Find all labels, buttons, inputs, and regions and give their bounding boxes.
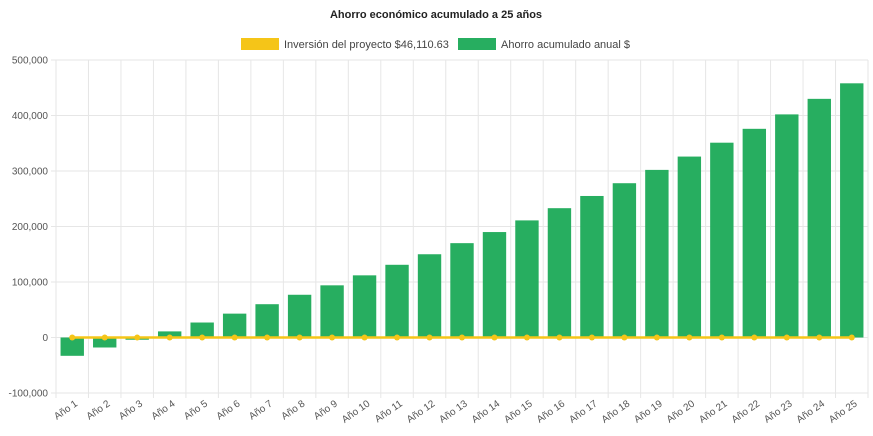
bar-ahorro[interactable]: [645, 169, 669, 338]
legend-label-ahorro[interactable]: Ahorro acumulado anual $: [501, 39, 630, 51]
y-tick-label: 300,000: [12, 167, 49, 178]
x-tick-label: Año 13: [437, 398, 470, 425]
bar-ahorro[interactable]: [840, 83, 864, 338]
bar-ahorro[interactable]: [352, 275, 377, 338]
point-inversion[interactable]: [523, 334, 530, 341]
x-tick-label: Año 4: [150, 398, 178, 422]
x-tick-label: Año 22: [730, 398, 763, 425]
bar-ahorro[interactable]: [742, 128, 767, 338]
x-tick-label: Año 11: [373, 398, 405, 425]
bar-ahorro[interactable]: [287, 294, 312, 338]
x-tick-label: Año 25: [827, 398, 860, 425]
y-tick-label: 200,000: [12, 222, 49, 233]
x-tick-label: Año 19: [632, 398, 665, 425]
x-tick-label: Año 12: [405, 398, 438, 425]
x-tick-label: Año 7: [247, 398, 275, 422]
bar-ahorro[interactable]: [580, 195, 604, 338]
y-tick-label: 400,000: [12, 111, 49, 122]
bar-ahorro[interactable]: [482, 232, 507, 338]
bar-ahorro[interactable]: [677, 156, 702, 338]
bar-ahorro[interactable]: [710, 142, 734, 338]
point-inversion[interactable]: [69, 334, 76, 341]
bars: [60, 83, 864, 356]
point-inversion[interactable]: [653, 334, 660, 341]
point-inversion[interactable]: [621, 334, 628, 341]
investment-line: [69, 334, 855, 341]
point-inversion[interactable]: [686, 334, 693, 341]
bar-ahorro[interactable]: [417, 254, 442, 338]
x-tick-label: Año 3: [117, 398, 145, 422]
x-tick-label: Año 9: [312, 398, 340, 422]
y-tick-label: 0: [42, 333, 48, 344]
y-axis: 500,000 400,000 300,000 200,000 100,000 0 -100…: [9, 56, 49, 400]
y-tick-label: 100,000: [12, 278, 49, 289]
bar-ahorro[interactable]: [385, 264, 409, 338]
point-inversion[interactable]: [459, 334, 465, 341]
point-inversion[interactable]: [426, 334, 433, 341]
point-inversion[interactable]: [361, 334, 368, 341]
x-tick-label: Año 14: [470, 398, 503, 425]
point-inversion[interactable]: [491, 334, 498, 341]
point-inversion[interactable]: [394, 334, 401, 341]
x-tick-label: Año 20: [665, 398, 698, 425]
bar-ahorro[interactable]: [547, 208, 572, 338]
legend-swatch-inversion[interactable]: [241, 38, 279, 50]
x-tick-label: Año 2: [85, 398, 113, 422]
legend-label-inversion[interactable]: Inversión del proyecto $46,110.63: [284, 39, 449, 51]
point-inversion[interactable]: [134, 334, 141, 341]
x-tick-label: Año 16: [535, 398, 568, 425]
bar-ahorro[interactable]: [807, 98, 831, 338]
x-tick-label: Año 15: [502, 398, 535, 425]
point-inversion[interactable]: [264, 334, 271, 341]
x-tick-label: Año 18: [600, 398, 633, 425]
legend-swatch-ahorro[interactable]: [458, 38, 496, 50]
point-inversion[interactable]: [783, 334, 790, 341]
x-tick-label: Año 23: [762, 398, 795, 425]
bar-ahorro[interactable]: [255, 304, 279, 338]
point-inversion[interactable]: [556, 334, 563, 341]
bar-ahorro[interactable]: [450, 243, 474, 338]
point-inversion[interactable]: [199, 334, 206, 341]
x-tick-label: Año 24: [795, 398, 828, 425]
bar-ahorro[interactable]: [222, 313, 247, 338]
point-inversion[interactable]: [816, 334, 823, 341]
x-tick-label: Año 17: [567, 398, 600, 425]
x-tick-label: Año 10: [340, 398, 373, 425]
x-tick-label: Año 5: [182, 398, 210, 422]
x-tick-label: Año 1: [52, 398, 80, 422]
bar-ahorro[interactable]: [190, 322, 214, 338]
point-inversion[interactable]: [751, 334, 758, 341]
bar-ahorro[interactable]: [775, 114, 799, 338]
point-inversion[interactable]: [718, 334, 725, 341]
bar-ahorro[interactable]: [93, 337, 117, 348]
x-tick-label: Año 21: [697, 398, 730, 425]
point-inversion[interactable]: [296, 334, 303, 341]
y-tick-label: -100,000: [9, 389, 49, 400]
x-tick-label: Año 8: [280, 398, 308, 422]
point-inversion[interactable]: [166, 334, 173, 341]
bar-ahorro[interactable]: [515, 220, 539, 338]
y-tick-label: 500,000: [12, 56, 49, 67]
point-inversion[interactable]: [848, 334, 855, 341]
bar-ahorro[interactable]: [612, 183, 637, 338]
x-axis: Año 1 Año 2 Año 3 Año 4 Año 5 Año 6 Año 7 Año 8…: [52, 398, 860, 425]
point-inversion[interactable]: [329, 334, 336, 341]
bar-ahorro[interactable]: [157, 331, 182, 338]
point-inversion[interactable]: [231, 334, 238, 341]
chart-title: Ahorro económico acumulado a 25 años: [330, 9, 542, 21]
point-inversion[interactable]: [588, 334, 595, 341]
x-tick-label: Año 6: [215, 398, 243, 422]
point-inversion[interactable]: [101, 334, 108, 341]
legend[interactable]: Inversión del proyecto $46,110.63 Ahorro…: [241, 38, 630, 51]
bar-ahorro[interactable]: [320, 285, 344, 338]
bar-ahorro[interactable]: [60, 337, 84, 356]
